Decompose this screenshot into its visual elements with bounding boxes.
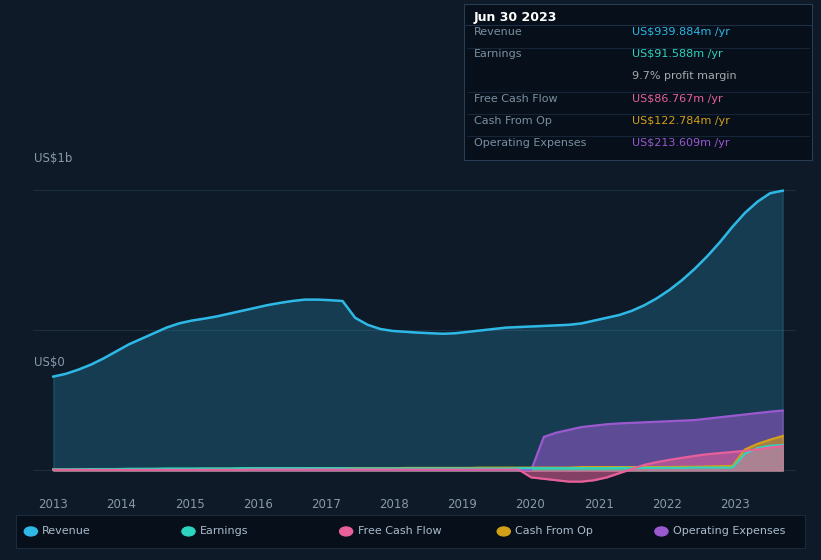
Text: Cash From Op: Cash From Op xyxy=(516,526,593,536)
Text: US$86.767m /yr: US$86.767m /yr xyxy=(632,94,722,104)
Text: Revenue: Revenue xyxy=(474,27,522,38)
Text: Earnings: Earnings xyxy=(474,49,522,59)
Text: Operating Expenses: Operating Expenses xyxy=(474,138,586,148)
Text: US$91.588m /yr: US$91.588m /yr xyxy=(632,49,722,59)
Text: Earnings: Earnings xyxy=(200,526,249,536)
Text: Operating Expenses: Operating Expenses xyxy=(673,526,785,536)
Text: Cash From Op: Cash From Op xyxy=(474,115,552,125)
Text: Free Cash Flow: Free Cash Flow xyxy=(474,94,557,104)
Text: Jun 30 2023: Jun 30 2023 xyxy=(474,11,557,24)
Text: Free Cash Flow: Free Cash Flow xyxy=(358,526,441,536)
Text: US$0: US$0 xyxy=(34,356,64,370)
Text: US$939.884m /yr: US$939.884m /yr xyxy=(632,27,730,38)
Text: Revenue: Revenue xyxy=(43,526,91,536)
Text: US$122.784m /yr: US$122.784m /yr xyxy=(632,115,730,125)
Text: US$213.609m /yr: US$213.609m /yr xyxy=(632,138,730,148)
Text: 9.7% profit margin: 9.7% profit margin xyxy=(632,72,736,82)
Text: US$1b: US$1b xyxy=(34,152,72,165)
